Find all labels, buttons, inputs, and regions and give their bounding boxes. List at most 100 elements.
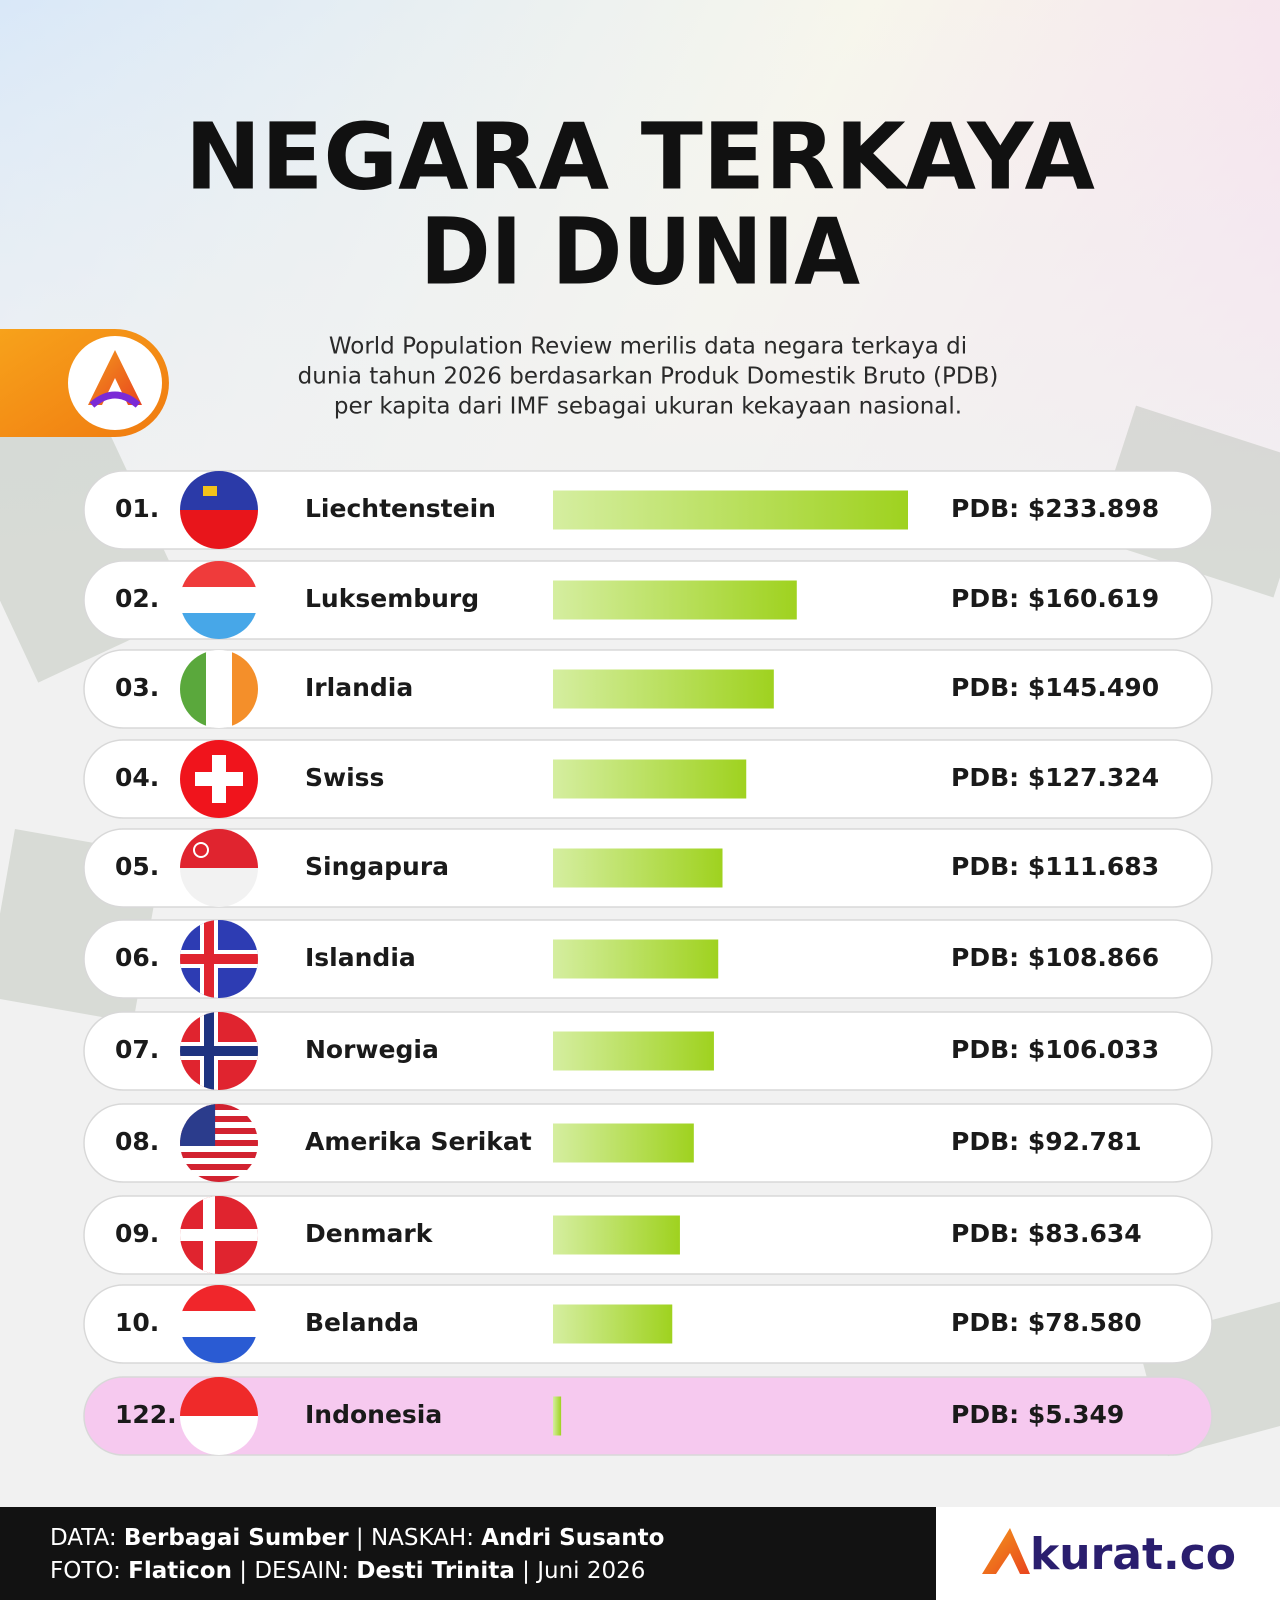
bar xyxy=(553,1215,680,1255)
country-name: Norwegia xyxy=(305,1035,439,1064)
country-name: Indonesia xyxy=(305,1400,442,1429)
flag-stripe xyxy=(180,1170,258,1177)
rows: 01. Liechtenstein PDB: $233.898 02. Luksembu… xyxy=(83,470,1213,1456)
value-label: PDB: $233.898 xyxy=(951,494,1159,523)
footer-credits: DATA: Berbagai Sumber | NASKAH: Andri Su… xyxy=(50,1525,664,1551)
bar xyxy=(553,759,747,799)
row: 03. Irlandia PDB: $145.490 xyxy=(83,649,1213,729)
logo-area xyxy=(936,1507,1280,1600)
footer-credits: FOTO: Flaticon | DESAIN: Desti Trinita |… xyxy=(50,1558,645,1584)
subtitle: World Population Review merilis data neg… xyxy=(329,334,967,360)
flag-stripe xyxy=(180,1146,258,1153)
value-label: PDB: $160.619 xyxy=(951,584,1159,613)
bar xyxy=(553,1304,673,1344)
bar xyxy=(553,669,774,709)
flag-cross xyxy=(180,1229,258,1241)
row: 06. Islandia PDB: $108.866 xyxy=(83,919,1213,999)
rank: 01. xyxy=(115,494,159,523)
value-label: PDB: $145.490 xyxy=(951,673,1159,702)
rank: 05. xyxy=(115,852,159,881)
footer-label: DESAIN: xyxy=(254,1558,349,1584)
row: 07. Norwegia PDB: $106.033 xyxy=(83,1011,1213,1091)
bar xyxy=(553,580,797,620)
flag-cross xyxy=(180,954,258,964)
country-name: Belanda xyxy=(305,1308,419,1337)
row: 01. Liechtenstein PDB: $233.898 xyxy=(83,470,1213,550)
footer-separator: | xyxy=(239,1558,247,1584)
flag xyxy=(180,650,258,728)
bar xyxy=(553,1396,562,1436)
logo-text: kurat.co xyxy=(1030,1529,1236,1580)
footer-bar xyxy=(0,1507,936,1600)
row: 02. Luksemburg PDB: $160.619 xyxy=(83,560,1213,640)
row: 10. Belanda PDB: $78.580 xyxy=(83,1284,1213,1364)
logo-mark xyxy=(982,1528,1030,1574)
country-name: Singapura xyxy=(305,852,449,881)
row: 122. Indonesia PDB: $5.349 xyxy=(83,1376,1213,1456)
country-name: Irlandia xyxy=(305,673,413,702)
flag xyxy=(180,829,258,907)
flag-stripe xyxy=(180,1164,258,1171)
subtitle: dunia tahun 2026 berdasarkan Produk Dome… xyxy=(298,364,999,390)
rank: 122. xyxy=(115,1400,177,1429)
flag-stripe xyxy=(180,1134,258,1141)
country-name: Liechtenstein xyxy=(305,494,496,523)
flag-stripe xyxy=(180,1152,258,1159)
rank: 04. xyxy=(115,763,159,792)
country-name: Swiss xyxy=(305,763,384,792)
footer-value: Juni 2026 xyxy=(535,1558,645,1584)
footer-label: DATA: xyxy=(50,1525,117,1551)
rank: 10. xyxy=(115,1308,159,1337)
rank: 03. xyxy=(115,673,159,702)
rank: 08. xyxy=(115,1127,159,1156)
flag-cross xyxy=(195,772,243,786)
footer-value: Andri Susanto xyxy=(481,1525,664,1551)
rank: 02. xyxy=(115,584,159,613)
bar xyxy=(553,1123,694,1163)
flag-stripe xyxy=(180,1140,258,1147)
flag-stripe xyxy=(180,1122,258,1129)
footer-value: Desti Trinita xyxy=(356,1558,514,1584)
row: 08. Amerika Serikat PDB: $92.781 xyxy=(83,1103,1213,1183)
footer-label: NASKAH: xyxy=(371,1525,474,1551)
rank: 09. xyxy=(115,1219,159,1248)
flag-stripe xyxy=(180,1176,258,1182)
value-label: PDB: $78.580 xyxy=(951,1308,1142,1337)
subtitle: per kapita dari IMF sebagai ukuran kekay… xyxy=(334,394,962,420)
title: NEGARA TERKAYA xyxy=(185,103,1095,210)
flag-emblem xyxy=(193,842,209,858)
value-label: PDB: $127.324 xyxy=(951,763,1159,792)
flag xyxy=(180,1012,258,1090)
country-name: Islandia xyxy=(305,943,416,972)
footer-value: Berbagai Sumber xyxy=(124,1525,349,1551)
flag-stripe xyxy=(206,650,233,728)
country-name: Amerika Serikat xyxy=(305,1127,532,1156)
flag xyxy=(180,1377,258,1455)
brand-tab xyxy=(0,329,169,437)
value-label: PDB: $106.033 xyxy=(951,1035,1159,1064)
flag-stripe xyxy=(180,1311,258,1338)
value-label: PDB: $108.866 xyxy=(951,943,1159,972)
flag xyxy=(180,561,258,639)
flag xyxy=(180,471,258,549)
country-name: Luksemburg xyxy=(305,584,479,613)
footer-separator: | xyxy=(356,1525,364,1551)
flag xyxy=(180,1285,258,1363)
flag-emblem xyxy=(203,486,217,496)
flag-stripe xyxy=(180,1128,258,1135)
footer-label: FOTO: xyxy=(50,1558,121,1584)
flag xyxy=(180,920,258,998)
bar xyxy=(553,490,908,530)
flag-stripe xyxy=(180,1158,258,1165)
row: 04. Swiss PDB: $127.324 xyxy=(83,739,1213,819)
flag xyxy=(180,1196,258,1274)
value-label: PDB: $92.781 xyxy=(951,1127,1142,1156)
flag-cross xyxy=(180,1046,258,1056)
value-label: PDB: $111.683 xyxy=(951,852,1159,881)
footer-separator: | xyxy=(522,1558,530,1584)
flag xyxy=(180,740,258,818)
flag xyxy=(180,1104,258,1182)
row: 09. Denmark PDB: $83.634 xyxy=(83,1195,1213,1275)
bar xyxy=(553,848,723,888)
